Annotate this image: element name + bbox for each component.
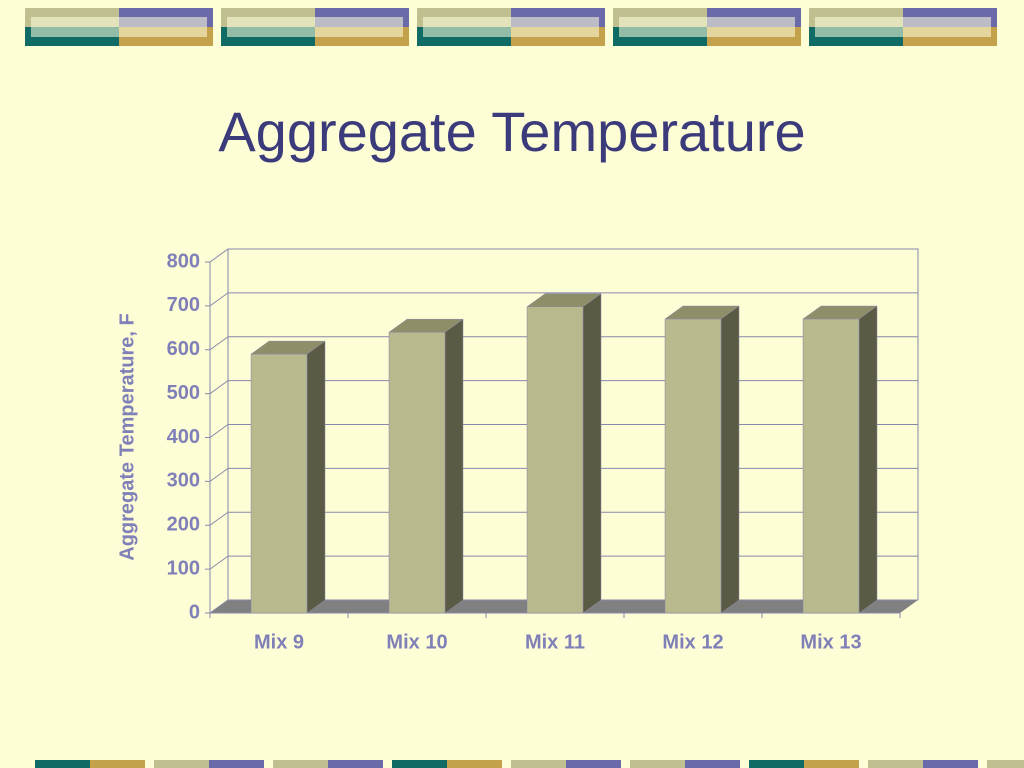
deco-block [630, 760, 685, 768]
deco-block [31, 17, 207, 37]
y-tick-label: 0 [189, 601, 200, 623]
bar [250, 340, 326, 614]
y-tick-label: 800 [167, 250, 200, 272]
x-tick-label: Mix 9 [254, 631, 304, 653]
deco-block [685, 760, 740, 768]
deco-block [90, 760, 145, 768]
deco-block [987, 760, 1024, 768]
bar [388, 318, 464, 614]
y-tick-label: 700 [167, 294, 200, 316]
deco-block [566, 760, 621, 768]
bar-side [720, 305, 740, 614]
y-tick-label: 200 [167, 514, 200, 536]
y-tick-label: 600 [167, 338, 200, 360]
grid-line [209, 380, 229, 395]
bar-front [250, 353, 308, 614]
deco-block [227, 17, 403, 37]
grid-line [209, 336, 229, 351]
chart-title: Aggregate Temperature [218, 100, 805, 163]
bar [802, 305, 878, 614]
deco-block [868, 760, 923, 768]
decoration [25, 8, 1024, 768]
deco-block [392, 760, 447, 768]
bar-side [858, 305, 878, 614]
bar-side [582, 293, 602, 614]
grid-line [209, 467, 229, 482]
grid-line [209, 511, 229, 526]
deco-block [273, 760, 328, 768]
y-tick-label: 400 [167, 426, 200, 448]
deco-block [35, 760, 90, 768]
deco-block [749, 760, 804, 768]
grid-line [209, 248, 229, 263]
deco-block [815, 17, 991, 37]
deco-block [423, 17, 599, 37]
x-tick-label: Mix 11 [525, 631, 585, 653]
x-tick-label: Mix 13 [800, 631, 861, 653]
x-tick-label: Mix 10 [386, 631, 447, 653]
bar-front [526, 306, 584, 614]
x-tick-label: Mix 12 [662, 631, 723, 653]
bar-side [306, 340, 326, 614]
deco-block [328, 760, 383, 768]
bar-front [802, 318, 860, 614]
y-tick-label: 100 [167, 557, 200, 579]
grid-line [209, 599, 229, 614]
y-tick-label: 300 [167, 470, 200, 492]
deco-block [619, 17, 795, 37]
deco-block [154, 760, 209, 768]
deco-block [209, 760, 264, 768]
y-tick-label: 500 [167, 382, 200, 404]
grid-line [209, 292, 229, 307]
y-axis-label: Aggregate Temperature, F [116, 313, 138, 560]
bar-front [664, 318, 722, 614]
deco-block [447, 760, 502, 768]
deco-block [511, 760, 566, 768]
deco-block [923, 760, 978, 768]
bar-side [444, 318, 464, 614]
bar [664, 305, 740, 614]
deco-block [804, 760, 859, 768]
bar [526, 293, 602, 614]
bar-front [388, 331, 446, 614]
grid-line [209, 555, 229, 570]
grid-line [209, 424, 229, 438]
